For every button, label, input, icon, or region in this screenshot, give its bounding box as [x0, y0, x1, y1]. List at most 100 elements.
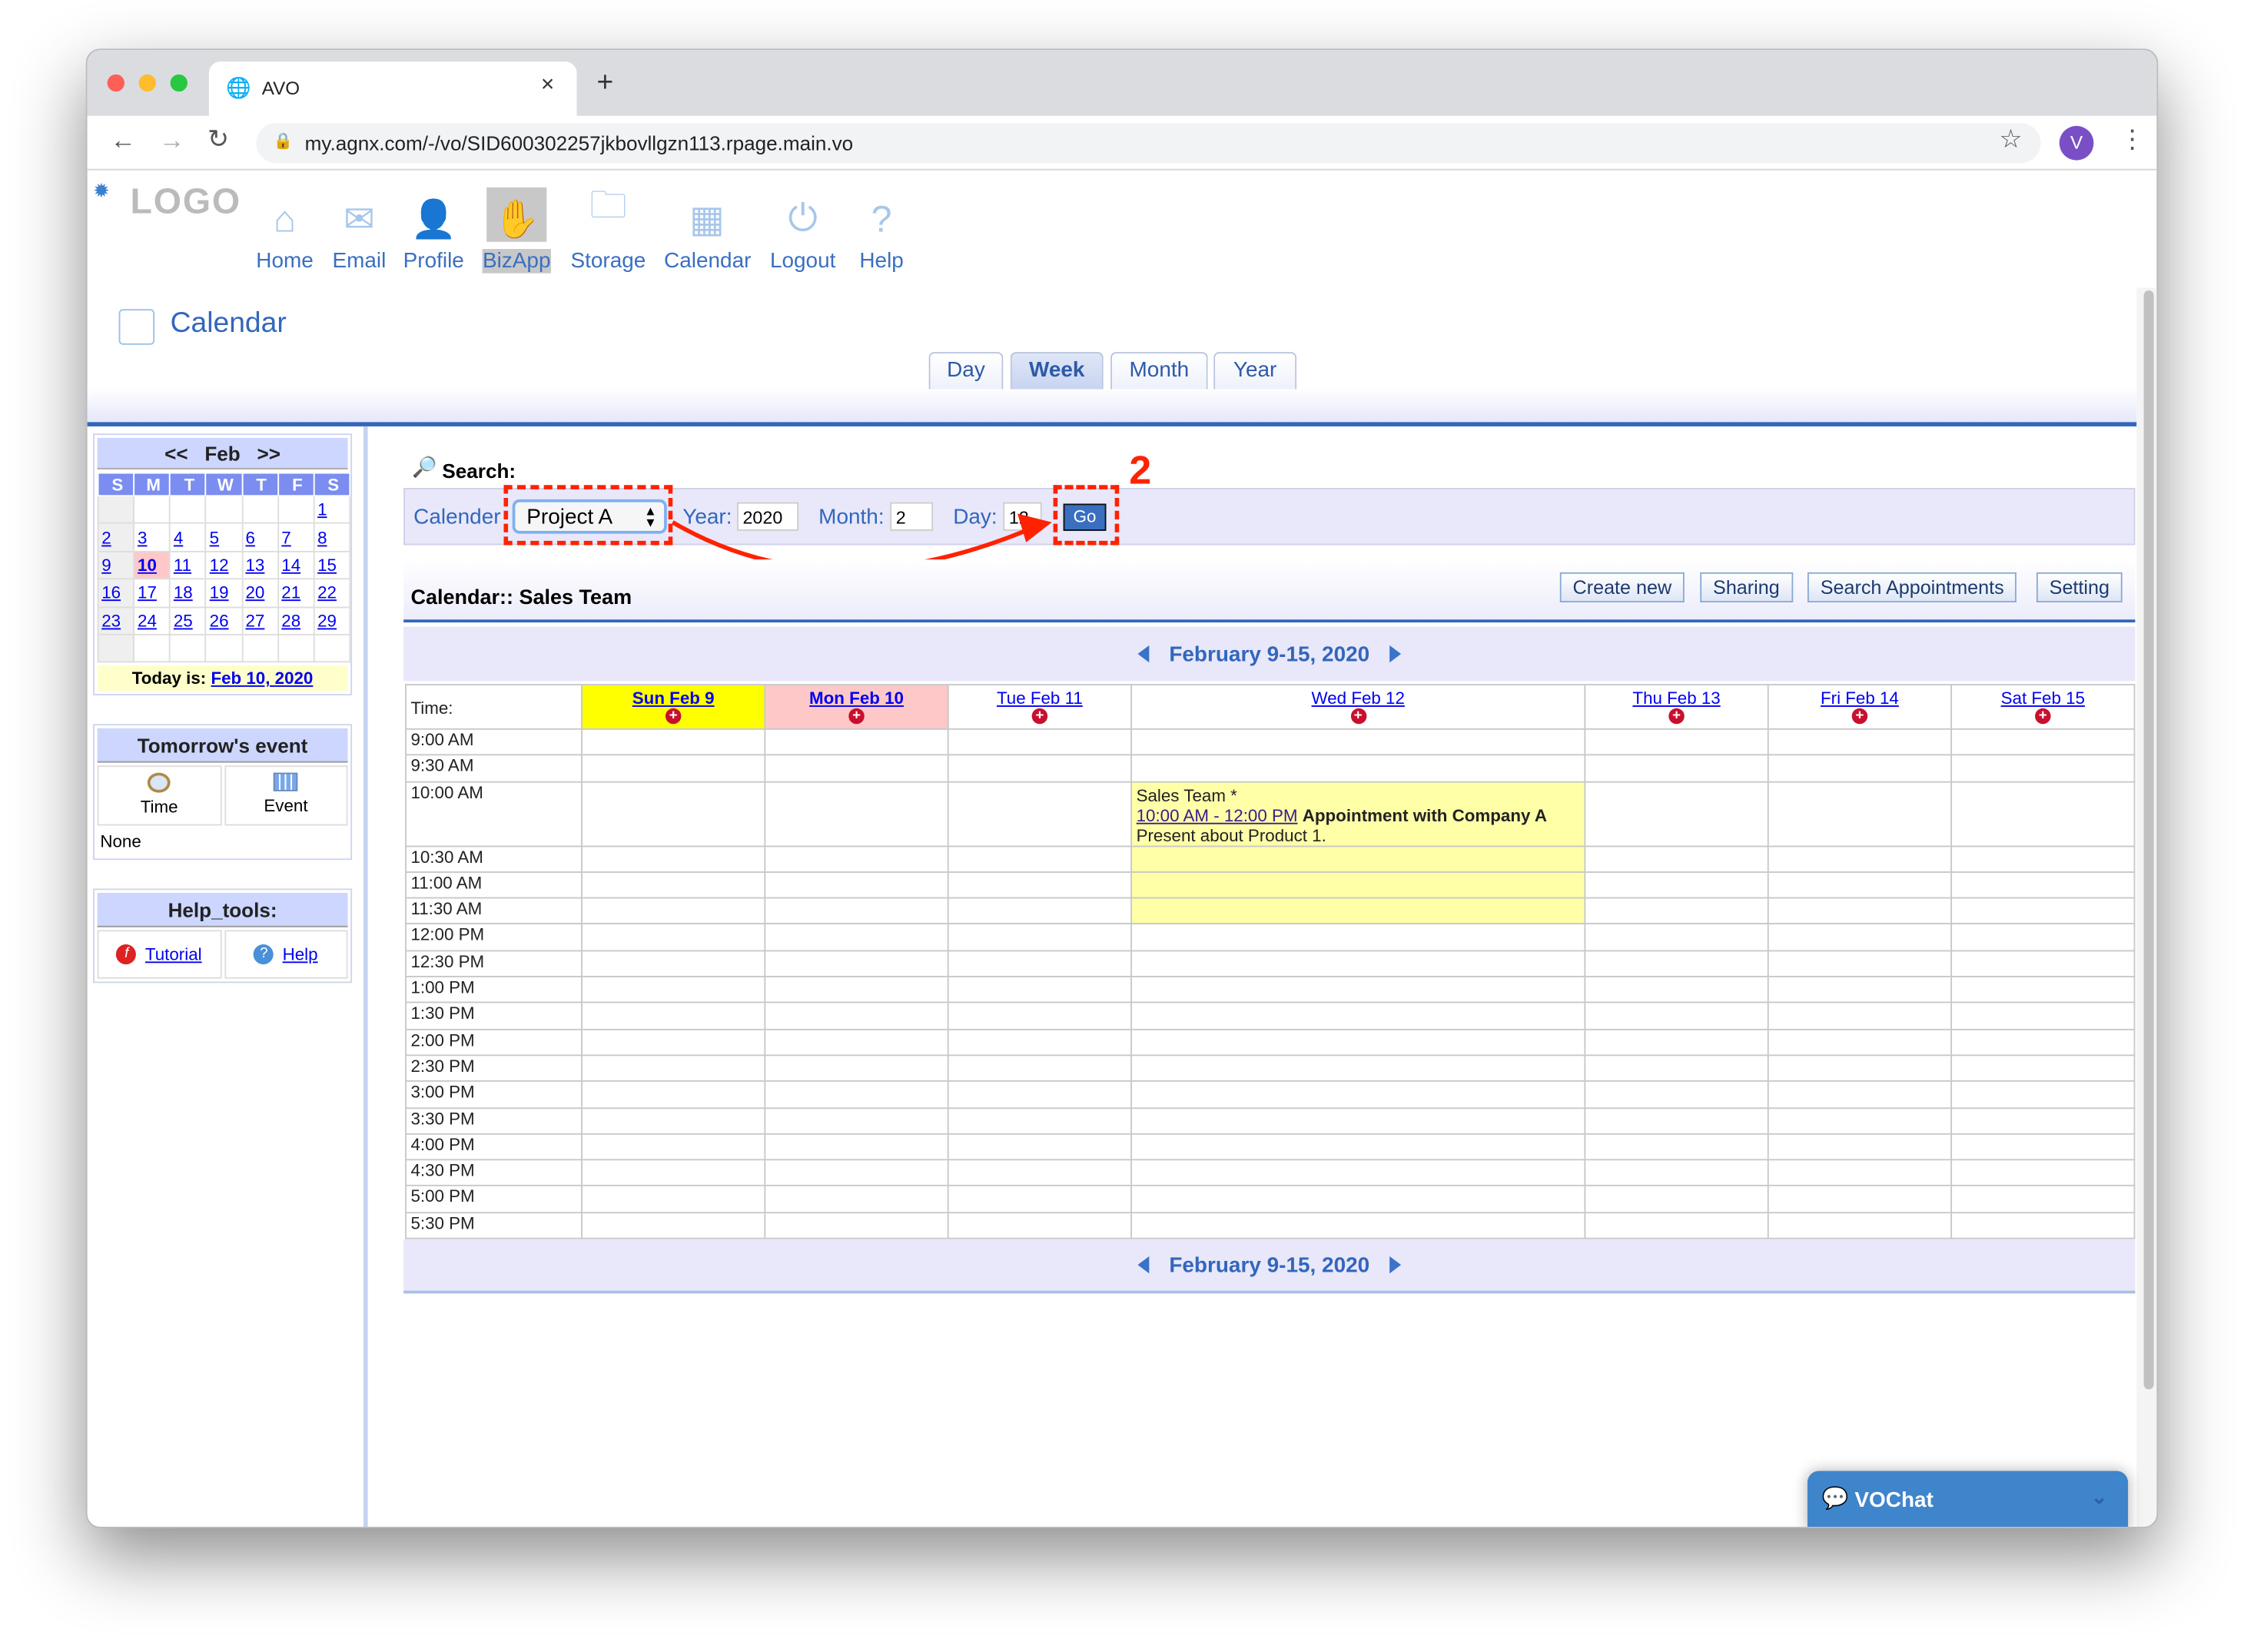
- search-appointments-button[interactable]: Search Appointments: [1807, 572, 2017, 602]
- time-slot[interactable]: [1767, 1080, 1953, 1109]
- tab-day[interactable]: Day: [928, 352, 1004, 390]
- day-link[interactable]: Fri Feb 14: [1821, 688, 1899, 708]
- sidebar-divider[interactable]: [363, 426, 368, 1527]
- time-slot[interactable]: [764, 1185, 949, 1213]
- time-slot[interactable]: [1767, 1002, 1953, 1030]
- time-slot[interactable]: [947, 1106, 1133, 1135]
- close-window-button[interactable]: [107, 74, 125, 92]
- time-slot[interactable]: [581, 950, 766, 978]
- prev-week-icon[interactable]: [1137, 645, 1150, 663]
- day-link[interactable]: 2: [101, 527, 111, 548]
- time-slot[interactable]: [1767, 1106, 1953, 1135]
- time-slot[interactable]: [764, 897, 949, 925]
- time-slot[interactable]: [764, 1159, 949, 1187]
- day-link[interactable]: Wed Feb 12: [1311, 688, 1405, 708]
- mini-calendar-day[interactable]: 11: [169, 550, 207, 580]
- time-slot[interactable]: [581, 1080, 766, 1109]
- time-slot[interactable]: [1584, 1106, 1769, 1135]
- mini-calendar-day[interactable]: 13: [241, 550, 279, 580]
- day-link[interactable]: 10: [138, 555, 157, 576]
- mini-calendar-day[interactable]: 25: [169, 605, 207, 635]
- time-slot[interactable]: [1130, 976, 1586, 1004]
- day-link[interactable]: 11: [173, 555, 192, 576]
- day-link[interactable]: Sat Feb 15: [2000, 688, 2085, 708]
- time-slot[interactable]: [947, 1133, 1133, 1161]
- day-link[interactable]: 5: [209, 527, 220, 548]
- time-slot[interactable]: [764, 1028, 949, 1057]
- time-slot[interactable]: [581, 1106, 766, 1135]
- time-slot[interactable]: [1767, 844, 1953, 873]
- time-slot[interactable]: [1950, 1054, 2136, 1083]
- reload-icon[interactable]: ↻: [207, 124, 230, 154]
- time-slot[interactable]: [1130, 1185, 1586, 1213]
- day-link[interactable]: 29: [317, 610, 337, 631]
- day-link[interactable]: 24: [138, 610, 157, 631]
- time-slot[interactable]: [1950, 1028, 2136, 1057]
- time-slot[interactable]: [1584, 950, 1769, 978]
- time-slot[interactable]: [1950, 1002, 2136, 1030]
- day-link[interactable]: 16: [101, 582, 121, 603]
- mini-calendar-day[interactable]: 17: [133, 578, 171, 608]
- time-slot[interactable]: [1584, 897, 1769, 925]
- day-link[interactable]: 8: [317, 527, 327, 548]
- day-link[interactable]: Sun Feb 9: [632, 688, 715, 708]
- time-slot[interactable]: [1950, 1185, 2136, 1213]
- time-slot[interactable]: [1950, 1133, 2136, 1161]
- day-link[interactable]: Tue Feb 11: [996, 688, 1083, 708]
- next-week-icon[interactable]: [1389, 645, 1402, 663]
- day-link[interactable]: 26: [209, 610, 229, 631]
- time-slot[interactable]: [764, 1054, 949, 1083]
- time-slot[interactable]: [764, 754, 949, 782]
- appointment[interactable]: Sales Team * 10:00 AM - 12:00 PM Appointm…: [1130, 781, 1586, 847]
- mini-calendar-day[interactable]: 10: [133, 550, 171, 580]
- time-slot[interactable]: [1584, 871, 1769, 899]
- time-slot[interactable]: [1584, 781, 1769, 847]
- month-input[interactable]: 2: [890, 502, 934, 531]
- nav-item-help[interactable]: ? Help: [838, 187, 924, 274]
- time-slot[interactable]: [1950, 924, 2136, 951]
- time-slot[interactable]: [947, 1080, 1133, 1109]
- time-slot[interactable]: [1130, 924, 1586, 951]
- next-week-icon[interactable]: [1389, 1256, 1402, 1274]
- time-slot[interactable]: [1767, 728, 1953, 756]
- time-slot[interactable]: [1584, 728, 1769, 756]
- time-slot[interactable]: [581, 1054, 766, 1083]
- nav-item-home[interactable]: ⌂ Home: [242, 187, 328, 274]
- sharing-button[interactable]: Sharing: [1700, 572, 1793, 602]
- avatar[interactable]: V: [2059, 125, 2094, 161]
- day-link[interactable]: 15: [317, 555, 337, 576]
- time-slot[interactable]: [581, 976, 766, 1004]
- mini-calendar-day[interactable]: 15: [313, 550, 351, 580]
- day-link[interactable]: 18: [173, 582, 193, 603]
- time-slot[interactable]: [947, 1002, 1133, 1030]
- time-slot[interactable]: [1950, 1080, 2136, 1109]
- mini-calendar-day[interactable]: 2: [97, 522, 135, 552]
- maximize-window-button[interactable]: [170, 74, 188, 92]
- time-slot[interactable]: [1950, 844, 2136, 873]
- time-slot[interactable]: [581, 924, 766, 951]
- scrollbar[interactable]: [2136, 287, 2157, 1527]
- day-link[interactable]: 13: [245, 555, 265, 576]
- day-link[interactable]: 1: [317, 499, 327, 520]
- time-slot[interactable]: [764, 781, 949, 847]
- menu-icon[interactable]: ⋮: [2119, 124, 2146, 154]
- mini-calendar-day[interactable]: 4: [169, 522, 207, 552]
- time-slot[interactable]: [1767, 950, 1953, 978]
- day-link[interactable]: 9: [101, 555, 111, 576]
- day-link[interactable]: 4: [173, 527, 184, 548]
- prev-week-icon[interactable]: [1137, 1256, 1150, 1274]
- mini-calendar-day[interactable]: 23: [97, 605, 135, 635]
- time-slot[interactable]: [764, 976, 949, 1004]
- day-link[interactable]: 23: [101, 610, 121, 631]
- time-slot[interactable]: [1767, 871, 1953, 899]
- time-slot[interactable]: [1950, 897, 2136, 925]
- time-slot[interactable]: [1130, 897, 1586, 925]
- time-slot[interactable]: [1130, 1106, 1586, 1135]
- time-slot[interactable]: [1767, 924, 1953, 951]
- time-slot[interactable]: [581, 871, 766, 899]
- mini-calendar-day[interactable]: 16: [97, 578, 135, 608]
- mini-calendar-day[interactable]: 26: [205, 605, 243, 635]
- time-slot[interactable]: [764, 924, 949, 951]
- chevron-down-icon[interactable]: ⌄: [2090, 1484, 2108, 1508]
- time-slot[interactable]: [764, 1211, 949, 1239]
